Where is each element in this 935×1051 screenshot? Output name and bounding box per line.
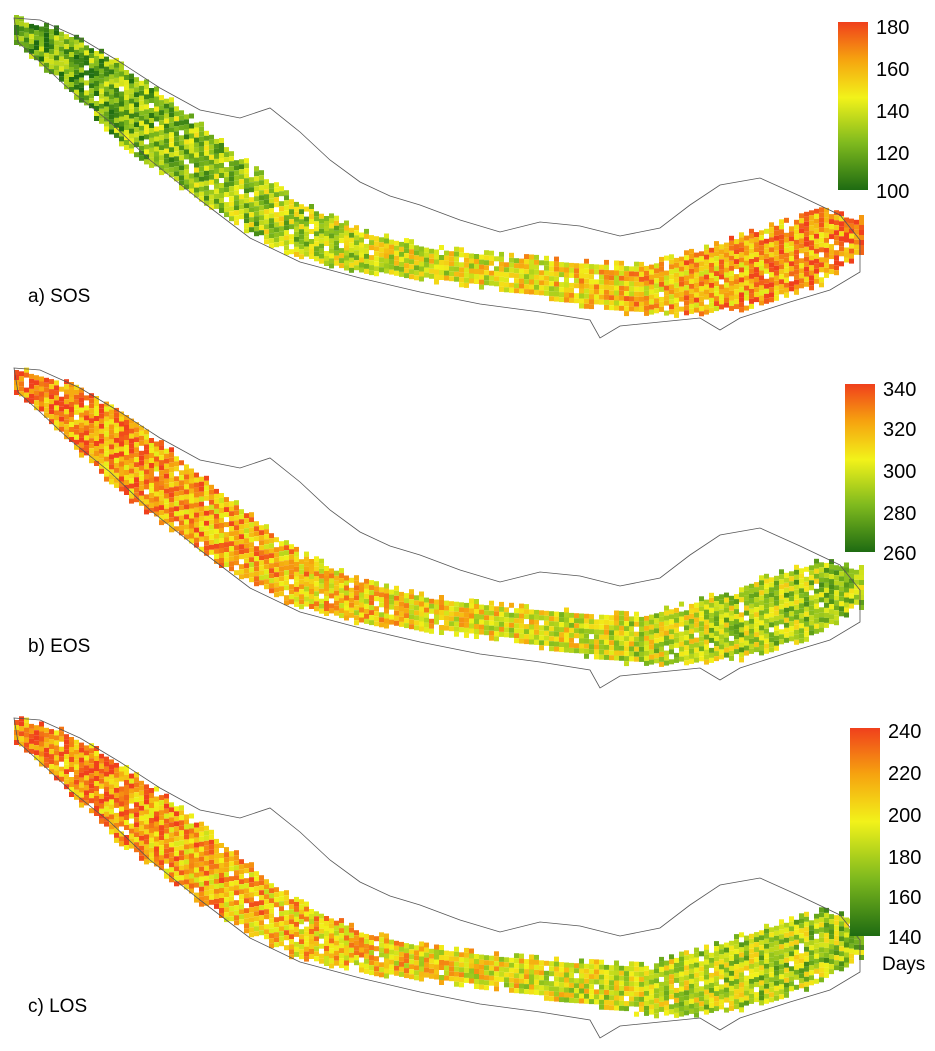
tick-eos-1: 320 xyxy=(883,419,917,441)
region-outline xyxy=(13,17,861,339)
tick-los-5: 140 xyxy=(888,927,922,949)
eos-map xyxy=(13,367,864,689)
panel-label-los: c) LOS xyxy=(28,996,88,1017)
tick-eos-2: 300 xyxy=(883,461,917,483)
tick-los-3: 180 xyxy=(888,847,922,869)
colorbar-sos xyxy=(838,22,868,190)
panel-label-sos: a) SOS xyxy=(28,286,91,307)
tick-eos-3: 280 xyxy=(883,503,917,525)
tick-sos-4: 100 xyxy=(876,181,910,203)
phenology-pixels xyxy=(14,15,864,318)
tick-los-2: 200 xyxy=(888,805,922,827)
tick-eos-0: 340 xyxy=(883,379,917,401)
tick-sos-0: 180 xyxy=(876,17,910,39)
phenology-pixels xyxy=(14,367,864,667)
colorbar-unit-los: Days xyxy=(882,954,926,975)
panel-label-eos: b) EOS xyxy=(28,636,91,657)
tick-sos-1: 160 xyxy=(876,59,910,81)
colorbar-eos xyxy=(845,384,875,552)
tick-sos-3: 120 xyxy=(876,143,910,165)
panel-los: c) LOS 240 220 200 180 160 140 Days xyxy=(0,700,935,1051)
panel-sos: a) SOS 180 160 140 120 100 xyxy=(0,0,935,345)
tick-los-0: 240 xyxy=(888,721,922,743)
los-map xyxy=(13,716,864,1039)
tick-los-1: 220 xyxy=(888,763,922,785)
tick-eos-4: 260 xyxy=(883,543,917,565)
panel-eos: b) EOS 340 320 300 280 260 xyxy=(0,350,935,695)
tick-los-4: 160 xyxy=(888,887,922,909)
phenology-pixels xyxy=(14,716,864,1019)
colorbar-los xyxy=(850,728,880,936)
sos-map xyxy=(13,15,864,339)
tick-sos-2: 140 xyxy=(876,101,910,123)
region-outline xyxy=(13,367,861,689)
